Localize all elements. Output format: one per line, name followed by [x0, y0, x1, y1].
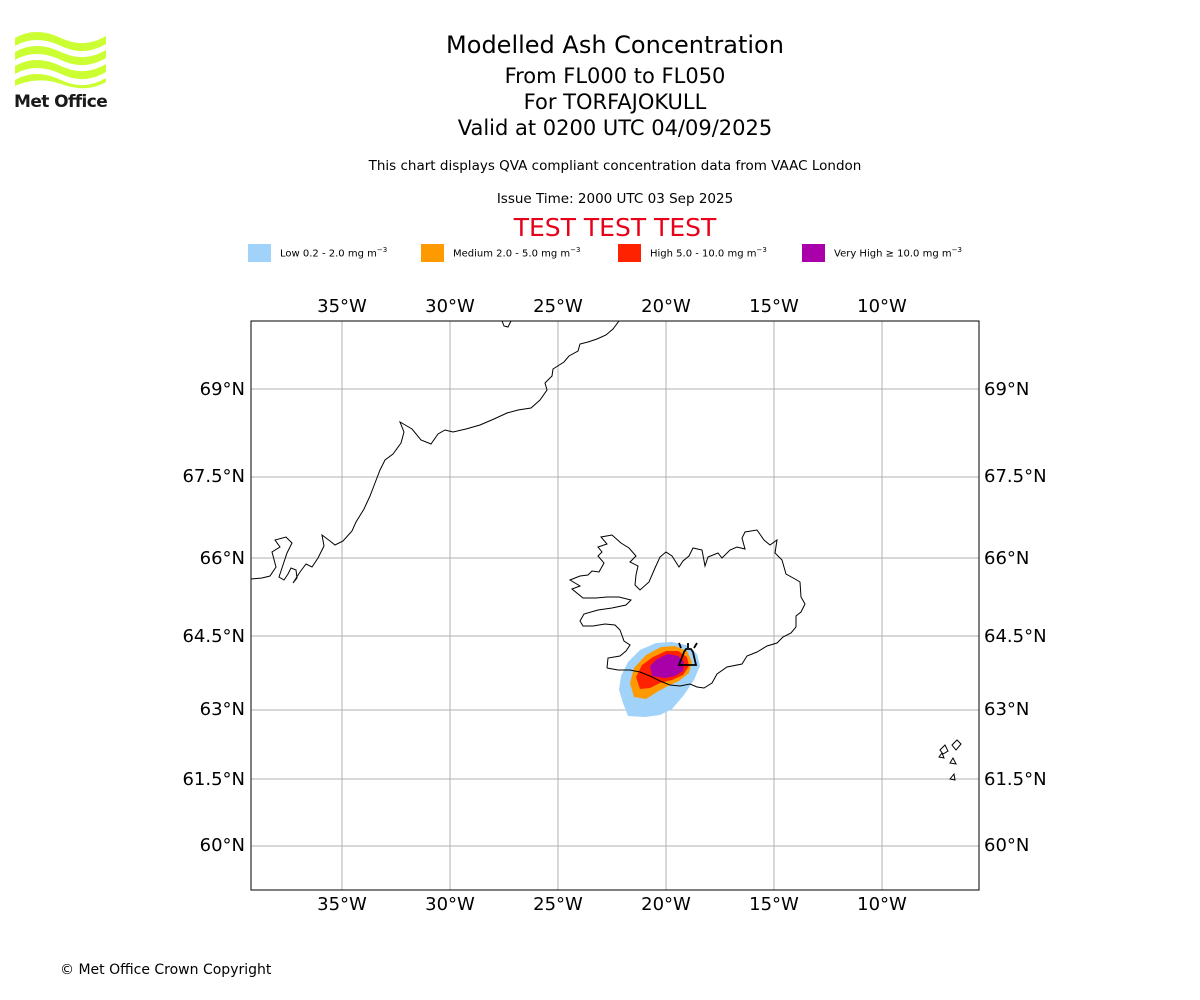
legend-item-very-high: Very High ≥ 10.0 mg m−3 [802, 243, 962, 263]
lat-label-left-60n: 60°N [200, 835, 245, 856]
legend-label-medium: Medium 2.0 - 5.0 mg m−3 [453, 246, 581, 260]
right-lat-labels: 69°N 67.5°N 66°N 64.5°N 63°N 61.5°N 60°N [984, 379, 1047, 856]
lon-label-bottom-10w: 10°W [857, 894, 907, 915]
lon-label-top-30w: 30°W [425, 296, 475, 317]
flight-level-range: From FL000 to FL050 [504, 64, 726, 88]
lat-label-right-61-5n: 61.5°N [984, 769, 1047, 790]
legend-swatch-very-high [802, 244, 825, 262]
met-office-logo: Met Office [14, 30, 108, 114]
lon-label-top-10w: 10°W [857, 296, 907, 317]
valid-time: Valid at 0200 UTC 04/09/2025 [457, 116, 773, 140]
test-banner: TEST TEST TEST [513, 213, 717, 242]
map-background [251, 321, 979, 890]
iceland-coast [568, 529, 806, 689]
lat-label-left-66n: 66°N [200, 548, 245, 569]
lon-label-bottom-20w: 20°W [641, 894, 691, 915]
lon-label-bottom-35w: 35°W [317, 894, 367, 915]
lat-label-left-63n: 63°N [200, 699, 245, 720]
lon-label-top-15w: 15°W [749, 296, 799, 317]
left-lat-labels: 69°N 67.5°N 66°N 64.5°N 63°N 61.5°N 60°N [182, 379, 245, 856]
top-lon-labels: 35°W 30°W 25°W 20°W 15°W 10°W [317, 296, 907, 317]
legend-item-low: Low 0.2 - 2.0 mg m−3 [248, 243, 387, 263]
copyright: © Met Office Crown Copyright [60, 962, 272, 978]
lat-label-left-64-5n: 64.5°N [182, 626, 245, 647]
compliance-note: This chart displays QVA compliant concen… [368, 158, 862, 174]
lon-label-top-20w: 20°W [641, 296, 691, 317]
lat-label-left-61-5n: 61.5°N [182, 769, 245, 790]
greenland-coast-north [501, 321, 512, 328]
lon-label-bottom-30w: 30°W [425, 894, 475, 915]
legend-item-high: High 5.0 - 10.0 mg m−3 [618, 243, 767, 263]
lat-label-right-63n: 63°N [984, 699, 1029, 720]
volcano-marker-icon [677, 642, 698, 666]
lon-label-top-25w: 25°W [533, 296, 583, 317]
faroe-islands [938, 739, 962, 781]
legend-label-very-high: Very High ≥ 10.0 mg m−3 [834, 246, 962, 260]
lon-label-bottom-25w: 25°W [533, 894, 583, 915]
issue-time: Issue Time: 2000 UTC 03 Sep 2025 [496, 191, 734, 207]
lat-label-right-66n: 66°N [984, 548, 1029, 569]
legend: Low 0.2 - 2.0 mg m−3 Medium 2.0 - 5.0 mg… [248, 243, 1008, 263]
lat-label-right-69n: 69°N [984, 379, 1029, 400]
lat-label-right-60n: 60°N [984, 835, 1029, 856]
legend-item-medium: Medium 2.0 - 5.0 mg m−3 [421, 243, 580, 263]
legend-swatch-low [248, 244, 271, 262]
greenland-coast [251, 321, 620, 584]
met-office-wave-logo-icon [15, 32, 106, 89]
legend-swatch-medium [421, 244, 444, 262]
lat-label-right-64-5n: 64.5°N [984, 626, 1047, 647]
volcano-name: For TORFAJOKULL [523, 90, 707, 114]
ash-area-very-high [650, 654, 684, 678]
legend-swatch-high [618, 244, 641, 262]
logo-text: Met Office [14, 92, 108, 112]
gridlines [251, 321, 979, 890]
lat-label-right-67-5n: 67.5°N [984, 466, 1047, 487]
lon-label-bottom-15w: 15°W [749, 894, 799, 915]
map-frame [250, 320, 980, 891]
lon-label-top-35w: 35°W [317, 296, 367, 317]
chart-title: Modelled Ash Concentration [446, 31, 784, 59]
bottom-lon-labels: 35°W 30°W 25°W 20°W 15°W 10°W [317, 894, 907, 915]
legend-label-high: High 5.0 - 10.0 mg m−3 [650, 246, 767, 260]
lat-label-left-69n: 69°N [200, 379, 245, 400]
legend-label-low: Low 0.2 - 2.0 mg m−3 [280, 246, 388, 260]
coastlines [251, 321, 962, 781]
lat-label-left-67-5n: 67.5°N [182, 466, 245, 487]
